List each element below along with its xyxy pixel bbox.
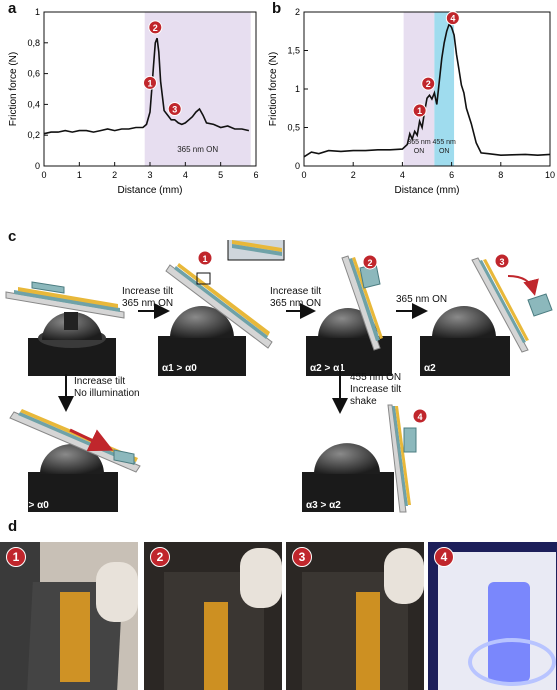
step-down1-text: Increase tilt No illumination xyxy=(74,376,140,399)
marker-badge xyxy=(412,103,427,118)
photo-3: 3 xyxy=(286,542,424,690)
panel-label-d: d xyxy=(8,518,18,535)
photo-1: 1 xyxy=(0,542,138,690)
y-tick-label: 0,5 xyxy=(287,123,300,133)
y-tick-label: 0 xyxy=(295,161,300,171)
x-tick-label: 0 xyxy=(41,170,46,180)
stage-5 xyxy=(302,404,417,513)
step-down2-text: 455 nm ON Increase tilt shake xyxy=(350,372,402,407)
angle-label-s0: α0 xyxy=(14,364,26,375)
photo-2: 2 xyxy=(144,542,282,690)
panel-label-b: b xyxy=(272,0,282,17)
marker-label: 2 xyxy=(153,23,158,33)
angle-label-s5: α3 > α2 xyxy=(306,500,341,511)
y-tick-label: 0 xyxy=(35,161,40,171)
stage-1 xyxy=(158,240,285,376)
x-tick-label: 5 xyxy=(218,170,223,180)
stage-2 xyxy=(306,255,392,376)
y-tick-label: 0,6 xyxy=(27,69,40,79)
stage-4 xyxy=(9,409,141,512)
x-tick-label: 4 xyxy=(183,170,188,180)
y-axis-label: Friction force (N) xyxy=(8,52,19,126)
photo-badge-3: 3 xyxy=(292,547,312,567)
photo-badge-4: 4 xyxy=(434,547,454,567)
stage-0 xyxy=(5,281,125,376)
marker-badge xyxy=(143,75,157,90)
step3-text: 365 nm ON xyxy=(396,294,448,305)
x-tick-label: 0 xyxy=(301,170,306,180)
scheme-badge-4: 4 xyxy=(412,408,428,424)
marker-badge xyxy=(148,20,163,35)
shaded-region xyxy=(144,12,251,166)
marker-badge xyxy=(445,11,460,26)
x-tick-label: 8 xyxy=(498,170,503,180)
marker-badge xyxy=(421,76,436,91)
y-tick-label: 0,2 xyxy=(27,130,40,140)
y-tick-label: 2 xyxy=(295,7,300,17)
chart-a: 365 nm ON 0 1 2 3 4 5 6 0 0,2 0,4 0,6 0,8 1 Distance (… xyxy=(8,7,259,196)
marker-badge xyxy=(167,102,182,117)
step1-text: Increase tilt 365 nm ON xyxy=(122,286,174,309)
svg-text:4: 4 xyxy=(417,412,422,422)
y-tick-label: 0,8 xyxy=(27,38,40,48)
marker-label: 1 xyxy=(417,106,422,116)
x-tick-label: 2 xyxy=(351,170,356,180)
x-axis-label: Distance (mm) xyxy=(394,185,459,196)
angle-label-s1: α1 > α0 xyxy=(162,363,197,374)
svg-text:3: 3 xyxy=(499,257,504,267)
scheme-badge-3: 3 xyxy=(494,253,510,269)
panel-label-c: c xyxy=(8,228,17,245)
svg-text:1: 1 xyxy=(202,254,207,264)
tilt-scheme-diagram: α0 α1 > α0 α2 > α1 α2 xyxy=(5,240,553,513)
y-tick-label: 1 xyxy=(35,7,40,17)
x-tick-label: 3 xyxy=(147,170,152,180)
x-axis-label: Distance (mm) xyxy=(117,185,182,196)
x-tick-label: 6 xyxy=(253,170,258,180)
marker-label: 4 xyxy=(450,14,455,24)
x-tick-label: 1 xyxy=(77,170,82,180)
y-tick-label: 1 xyxy=(295,84,300,94)
step2-text: Increase tilt 365 nm ON xyxy=(270,286,322,309)
region-label: 365 nm ON xyxy=(177,145,218,154)
marker-label: 2 xyxy=(426,79,431,89)
shaded-region xyxy=(434,12,455,166)
angle-label-s2: α2 > α1 xyxy=(310,363,345,374)
scheme-badge-2: 2 xyxy=(362,254,378,270)
x-tick-label: 10 xyxy=(545,170,555,180)
marker-label: 3 xyxy=(172,105,177,115)
series-line xyxy=(303,22,551,158)
scheme-badge-1: 1 xyxy=(197,250,213,266)
marker-label: 1 xyxy=(147,78,152,88)
x-tick-label: 2 xyxy=(112,170,117,180)
panel-label-a: a xyxy=(8,0,17,17)
angle-label-s3: α2 xyxy=(424,363,436,374)
angle-label-s4: α1 > α0 xyxy=(14,500,49,511)
region-label: 455 nm ON xyxy=(433,139,457,155)
series-line xyxy=(43,37,250,135)
y-axis-label: Friction force (N) xyxy=(268,52,279,126)
stage-3 xyxy=(420,257,553,376)
svg-text:2: 2 xyxy=(367,258,372,268)
y-tick-label: 0,4 xyxy=(27,99,40,109)
x-tick-label: 4 xyxy=(400,170,405,180)
y-tick-label: 1,5 xyxy=(287,46,300,56)
photo-4: 4 xyxy=(428,542,557,690)
photo-badge-1: 1 xyxy=(6,547,26,567)
photo-badge-2: 2 xyxy=(150,547,170,567)
region-label: 365 nm ON xyxy=(407,139,431,155)
x-tick-label: 6 xyxy=(449,170,454,180)
